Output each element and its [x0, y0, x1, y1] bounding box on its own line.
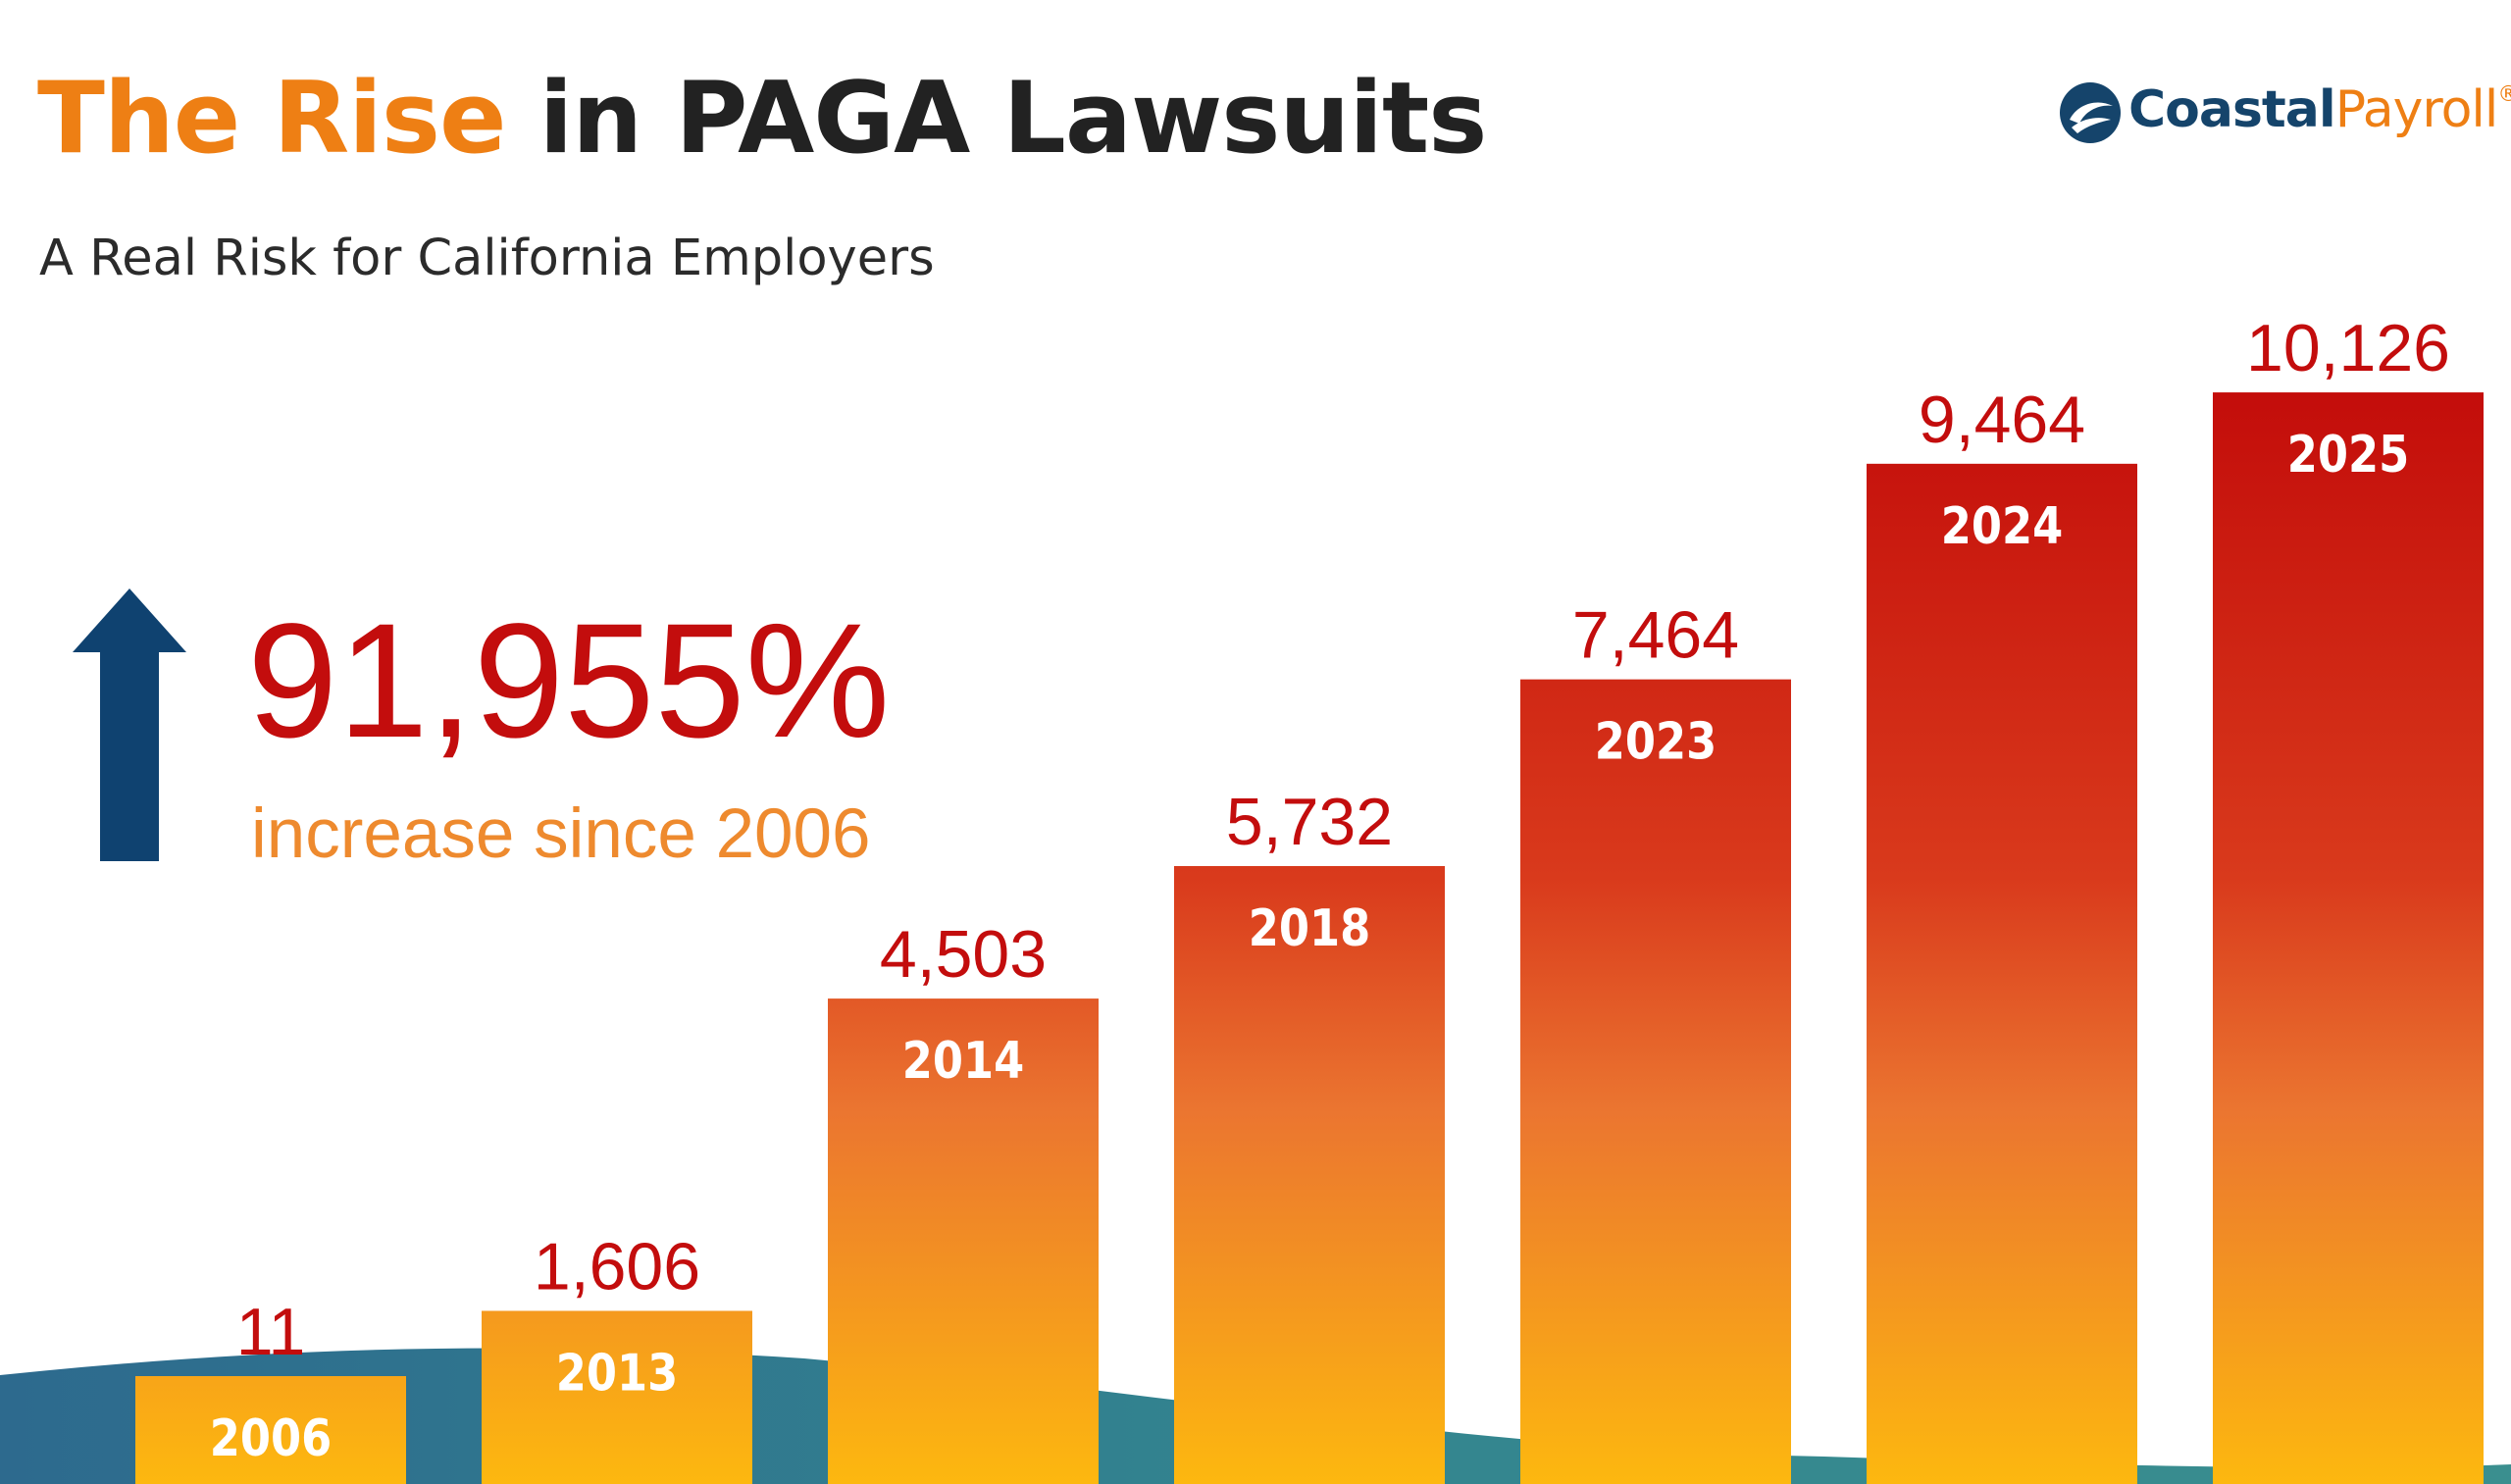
- title-rest: in PAGA Lawsuits: [505, 60, 1488, 176]
- logo-registered-mark: ®: [2497, 82, 2511, 107]
- bar-value-label: 5,732: [1226, 785, 1393, 859]
- bar-category-label: 2018: [1249, 899, 1370, 958]
- bar-category-label: 2014: [902, 1032, 1024, 1091]
- logo-wordmark: CoastalPayroll®: [2128, 82, 2511, 136]
- page-subtitle: A Real Risk for California Employers: [39, 230, 935, 287]
- bar-2025: [2213, 392, 2484, 1484]
- wave-logo-icon: [2060, 82, 2121, 143]
- bar-value-label: 9,464: [1919, 383, 2085, 457]
- bar-value-label: 11: [236, 1295, 306, 1369]
- bar-category-label: 2013: [556, 1344, 678, 1403]
- bar-2018: [1174, 866, 1445, 1484]
- bar-value-label: 10,126: [2246, 311, 2450, 385]
- brand-logo: CoastalPayroll®: [2058, 78, 2511, 147]
- bar-value-label: 7,464: [1572, 598, 1739, 673]
- title-highlight: The Rise: [37, 60, 506, 176]
- increase-label: increase since 2006: [251, 795, 871, 873]
- bar-category-label: 2023: [1595, 712, 1717, 771]
- bar-2006: [135, 1376, 406, 1484]
- bar-value-label: 4,503: [880, 917, 1047, 992]
- bar-category-label: 2024: [1941, 497, 2063, 556]
- up-arrow-icon: [73, 588, 186, 861]
- logo-word-coastal: Coastal: [2128, 80, 2336, 139]
- page-title: The Rise in PAGA Lawsuits: [37, 69, 1487, 168]
- bar-2013: [482, 1310, 752, 1484]
- bar-2014: [828, 998, 1099, 1484]
- bar-category-label: 2006: [210, 1409, 332, 1468]
- bar-category-label: 2025: [2287, 426, 2409, 485]
- bar-2024: [1867, 463, 2137, 1484]
- increase-percentage: 91,955%: [247, 590, 891, 772]
- bar-value-label: 1,606: [534, 1229, 700, 1304]
- bar-2023: [1520, 679, 1791, 1484]
- logo-word-payroll: Payroll: [2334, 80, 2499, 139]
